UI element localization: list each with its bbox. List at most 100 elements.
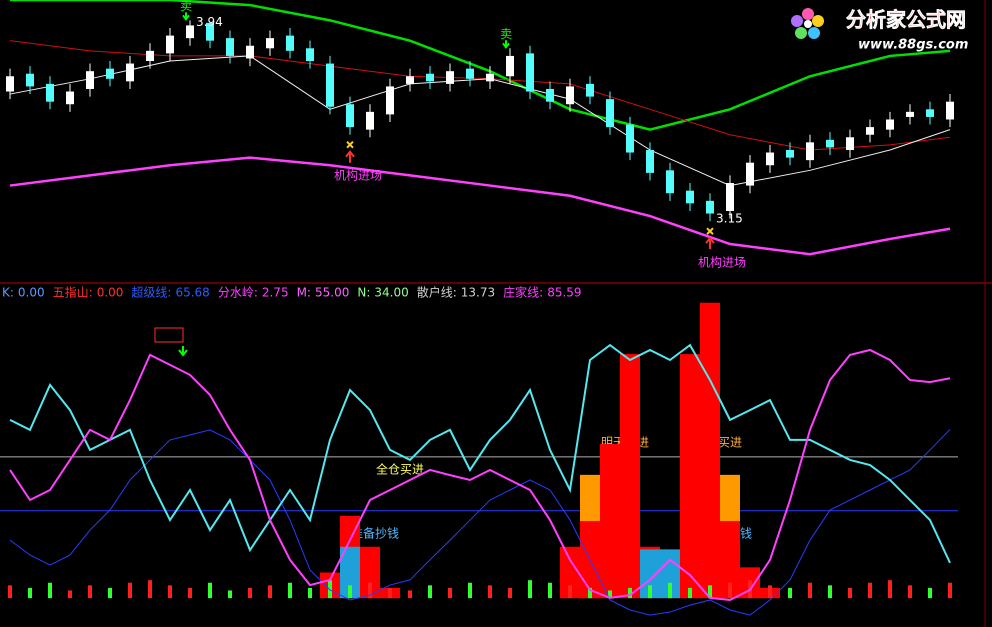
candle-body xyxy=(6,76,14,92)
logo-petal xyxy=(812,15,824,27)
candle-body xyxy=(66,91,74,105)
candle-body xyxy=(106,68,114,79)
candle-body xyxy=(906,111,914,117)
candle-body xyxy=(886,119,894,130)
volume-bar xyxy=(428,585,432,599)
moving-average-line xyxy=(9,156,951,256)
volume-bar xyxy=(648,585,652,599)
volume-bar xyxy=(608,590,612,599)
candle-body xyxy=(766,152,774,166)
buy-arrow xyxy=(345,150,355,163)
volume-bar xyxy=(388,587,392,599)
signal-bar xyxy=(340,546,360,599)
candle-body xyxy=(386,86,394,115)
volume-bar xyxy=(228,590,232,599)
volume-bar xyxy=(368,582,372,599)
candle-body xyxy=(226,38,234,56)
volume-bar xyxy=(148,580,152,599)
volume-bar xyxy=(588,587,592,599)
legend-name: M: xyxy=(297,286,311,300)
sell-arrow xyxy=(502,40,510,49)
candle-body xyxy=(626,124,634,153)
signal-text: 准备抄钱 xyxy=(351,526,399,541)
volume-bar xyxy=(408,590,412,599)
logo-center xyxy=(804,20,812,28)
volume-bar xyxy=(728,582,732,599)
volume-bar xyxy=(448,587,452,599)
legend-name: 庄家线: xyxy=(503,285,543,300)
candle-body xyxy=(366,111,374,130)
logo-petal xyxy=(791,15,803,27)
candle-body xyxy=(746,162,754,186)
volume-bar xyxy=(548,582,552,599)
candle-body xyxy=(786,149,794,158)
candle-body xyxy=(266,38,274,49)
signal-box xyxy=(154,327,184,343)
candle-body xyxy=(606,99,614,128)
logo-title: 分析家公式网 xyxy=(846,8,966,32)
volume-bar xyxy=(768,585,772,599)
legend-value: 13.73 xyxy=(461,286,495,300)
volume-bar xyxy=(808,582,812,599)
volume-bar xyxy=(88,585,92,599)
signal-label: 机构进场 xyxy=(698,255,746,270)
indicator-line xyxy=(9,348,951,601)
candle-body xyxy=(866,127,874,135)
signal-label: 机构进场 xyxy=(334,168,382,183)
candle-body xyxy=(526,53,534,92)
signal-bar xyxy=(720,521,740,599)
low-label: 3.15 xyxy=(716,212,743,226)
candle-body xyxy=(326,63,334,107)
candle-body xyxy=(446,71,454,84)
volume-bar xyxy=(468,582,472,599)
signal-bar xyxy=(560,546,580,599)
indicator-line xyxy=(9,429,951,616)
candle-body xyxy=(126,63,134,82)
volume-bar xyxy=(168,585,172,599)
candle-body xyxy=(586,83,594,97)
signal-bar xyxy=(620,354,640,599)
logo-petal xyxy=(808,27,820,39)
volume-bar xyxy=(308,587,312,599)
candle-body xyxy=(806,142,814,161)
candle-body xyxy=(26,73,34,87)
volume-bar xyxy=(248,587,252,599)
legend-value: 65.68 xyxy=(175,286,209,300)
candle-body xyxy=(306,48,314,62)
sell-label: 卖 xyxy=(180,0,192,13)
buy-arrow xyxy=(705,236,715,250)
candle-body xyxy=(546,88,554,102)
signal-bar xyxy=(680,354,700,599)
candle-body xyxy=(846,137,854,150)
volume-bar xyxy=(508,587,512,599)
volume-bar xyxy=(948,582,952,599)
candle-body xyxy=(346,104,354,128)
volume-bar xyxy=(28,587,32,599)
volume-bar xyxy=(128,582,132,599)
logo-petal xyxy=(802,8,814,20)
legend-value: 0.00 xyxy=(97,286,124,300)
candle-body xyxy=(686,190,694,204)
candle-body xyxy=(286,35,294,51)
legend-name: N: xyxy=(357,286,370,300)
candle-body xyxy=(46,83,54,102)
candle-body xyxy=(166,35,174,54)
legend-name: 分水岭: xyxy=(218,286,258,300)
volume-bar xyxy=(8,585,12,599)
signal-bar xyxy=(660,549,680,599)
volume-bar xyxy=(208,582,212,599)
signal-arrow xyxy=(178,346,188,357)
high-label: 3.94 xyxy=(196,15,223,29)
logo: 分析家公式网 www.88gs.com xyxy=(791,7,968,53)
candle-body xyxy=(146,50,154,62)
signal-text: 全仓买进 xyxy=(376,462,424,477)
volume-bar xyxy=(908,585,912,599)
legend-value: 34.00 xyxy=(374,286,408,300)
sell-arrow xyxy=(182,12,190,22)
signal-bar xyxy=(700,302,720,599)
buy-marker xyxy=(346,141,354,149)
legend-value: 85.59 xyxy=(547,286,581,300)
candle-body xyxy=(646,149,654,173)
candle-body xyxy=(566,86,574,105)
candle-body xyxy=(406,76,414,84)
